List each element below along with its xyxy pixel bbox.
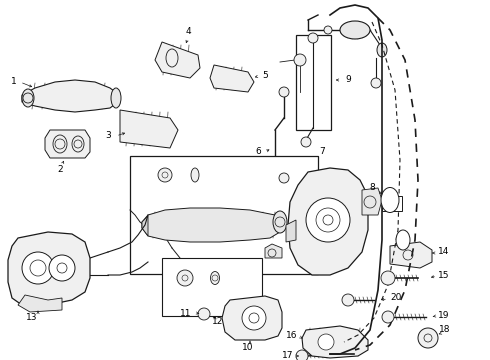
Circle shape <box>294 54 306 66</box>
Circle shape <box>306 198 350 242</box>
Text: 14: 14 <box>439 248 450 256</box>
Polygon shape <box>142 216 148 236</box>
Circle shape <box>198 308 210 320</box>
Polygon shape <box>390 242 432 268</box>
Circle shape <box>418 328 438 348</box>
Circle shape <box>318 334 334 350</box>
Bar <box>162 258 262 316</box>
Text: 9: 9 <box>345 76 351 85</box>
Circle shape <box>381 271 395 285</box>
Circle shape <box>49 255 75 281</box>
Text: 10: 10 <box>242 343 254 352</box>
Text: 20: 20 <box>391 293 402 302</box>
Text: 8: 8 <box>369 184 375 193</box>
Polygon shape <box>286 220 296 242</box>
Ellipse shape <box>377 43 387 57</box>
Ellipse shape <box>396 230 410 250</box>
Circle shape <box>342 294 354 306</box>
Text: 16: 16 <box>286 330 298 339</box>
Ellipse shape <box>381 188 399 212</box>
Text: 17: 17 <box>282 351 294 360</box>
Ellipse shape <box>340 21 370 39</box>
Polygon shape <box>155 42 200 78</box>
Ellipse shape <box>191 168 199 182</box>
Text: 12: 12 <box>212 318 224 327</box>
Circle shape <box>301 137 311 147</box>
Bar <box>130 156 318 274</box>
Text: 4: 4 <box>185 27 191 36</box>
Circle shape <box>308 33 318 43</box>
Circle shape <box>158 168 172 182</box>
Text: 5: 5 <box>262 72 268 81</box>
Circle shape <box>296 350 308 360</box>
Text: 18: 18 <box>439 324 451 333</box>
Circle shape <box>177 270 193 286</box>
Polygon shape <box>222 296 282 340</box>
Circle shape <box>279 173 289 183</box>
Bar <box>296 35 331 130</box>
Polygon shape <box>8 232 90 305</box>
Ellipse shape <box>72 136 84 152</box>
Text: 2: 2 <box>57 166 63 175</box>
Circle shape <box>382 311 394 323</box>
Circle shape <box>22 252 54 284</box>
Circle shape <box>279 87 289 97</box>
Bar <box>382 196 402 211</box>
Text: 3: 3 <box>105 131 111 140</box>
Polygon shape <box>288 168 368 275</box>
Polygon shape <box>22 80 118 112</box>
Text: 1: 1 <box>11 77 17 86</box>
Polygon shape <box>142 208 282 242</box>
Ellipse shape <box>273 211 287 233</box>
Ellipse shape <box>53 135 67 153</box>
Circle shape <box>371 78 381 88</box>
Ellipse shape <box>22 89 34 107</box>
Polygon shape <box>120 110 178 148</box>
Ellipse shape <box>111 88 121 108</box>
Polygon shape <box>45 130 90 158</box>
Text: 11: 11 <box>180 309 192 318</box>
Text: 6: 6 <box>255 148 261 157</box>
Polygon shape <box>18 295 62 312</box>
Ellipse shape <box>211 271 220 284</box>
Polygon shape <box>362 188 382 215</box>
Polygon shape <box>302 326 368 358</box>
Circle shape <box>324 26 332 34</box>
Circle shape <box>242 306 266 330</box>
Text: 7: 7 <box>319 148 325 157</box>
Text: 13: 13 <box>26 314 38 323</box>
Polygon shape <box>265 244 282 258</box>
Polygon shape <box>210 65 254 92</box>
Text: 19: 19 <box>438 310 450 320</box>
Text: 15: 15 <box>438 271 450 280</box>
